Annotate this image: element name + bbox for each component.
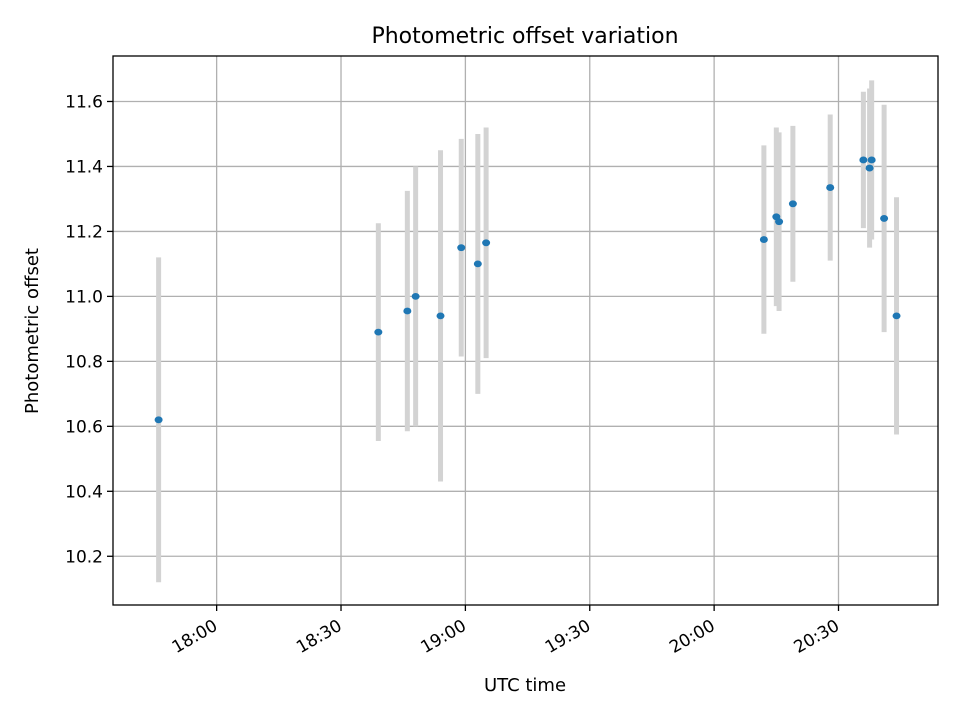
data-point xyxy=(865,164,874,172)
data-point xyxy=(867,156,876,164)
x-tick-label: 20:30 xyxy=(791,616,843,658)
data-point xyxy=(759,236,768,243)
y-tick-label: 11.2 xyxy=(65,222,103,242)
data-point xyxy=(457,244,466,252)
chart-title: Photometric offset variation xyxy=(371,24,678,49)
x-axis: 18:00 18:30 19:00 19:30 20:00 20:30 xyxy=(169,605,843,658)
point-layer xyxy=(154,156,901,424)
data-point xyxy=(775,218,784,226)
y-tick-label: 11.6 xyxy=(65,92,103,112)
plot-frame xyxy=(112,55,939,606)
x-tick-label: 18:00 xyxy=(169,616,221,658)
data-point xyxy=(880,215,889,222)
x-tick-label: 19:00 xyxy=(417,616,469,658)
y-tick-label: 10.4 xyxy=(65,482,103,502)
y-axis-label: Photometric offset xyxy=(22,248,43,414)
y-tick-label: 10.8 xyxy=(65,352,103,372)
data-point xyxy=(473,260,482,268)
data-point xyxy=(788,200,797,208)
y-tick-label: 11.4 xyxy=(65,157,103,177)
y-tick-label: 10.6 xyxy=(65,417,103,437)
data-point xyxy=(436,312,445,320)
data-point xyxy=(482,239,491,247)
x-tick-label: 20:00 xyxy=(666,616,718,658)
data-point xyxy=(892,312,901,320)
data-point xyxy=(826,184,835,191)
y-tick-label: 10.2 xyxy=(65,547,103,567)
x-tick-label: 18:30 xyxy=(293,616,345,658)
y-axis: 10.2 10.4 10.6 10.8 11.0 11.2 11.4 11.6 xyxy=(65,92,113,567)
x-tick-label: 19:30 xyxy=(542,616,594,658)
data-point xyxy=(403,307,412,315)
data-point xyxy=(859,156,868,164)
errorbar-layer xyxy=(156,80,900,583)
x-axis-label: UTC time xyxy=(484,675,566,696)
data-point xyxy=(154,416,163,424)
data-point xyxy=(374,328,383,336)
grid-layer xyxy=(113,56,938,605)
data-point xyxy=(411,292,420,300)
y-tick-label: 11.0 xyxy=(65,287,103,307)
